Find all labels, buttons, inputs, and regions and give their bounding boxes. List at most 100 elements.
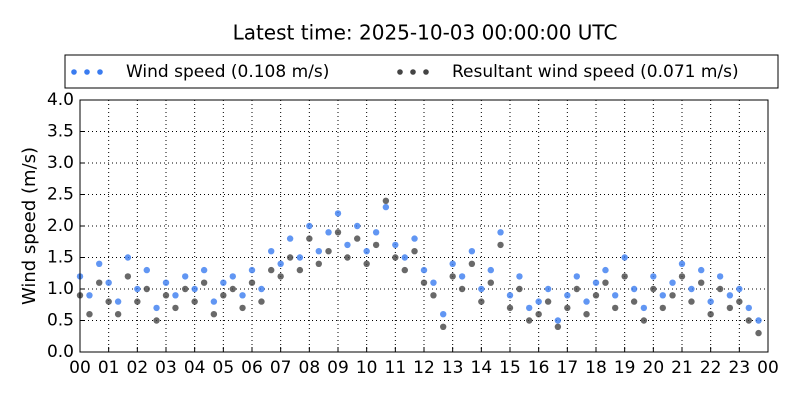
point bbox=[239, 304, 246, 312]
point bbox=[544, 298, 552, 305]
point bbox=[755, 329, 762, 337]
point bbox=[124, 254, 132, 261]
point bbox=[277, 273, 284, 280]
point bbox=[554, 323, 562, 330]
x-tick-label: 18 bbox=[585, 358, 607, 378]
point bbox=[354, 222, 361, 230]
point bbox=[134, 298, 141, 305]
point bbox=[306, 222, 313, 230]
point bbox=[153, 304, 160, 312]
point bbox=[363, 248, 370, 255]
point bbox=[468, 260, 476, 267]
point bbox=[458, 273, 466, 280]
point bbox=[191, 298, 198, 305]
x-tick-label: 07 bbox=[270, 358, 292, 378]
point bbox=[86, 311, 93, 318]
y-tick-label: 1.5 bbox=[47, 248, 74, 268]
point bbox=[172, 292, 179, 299]
point bbox=[592, 279, 600, 286]
point bbox=[726, 304, 734, 312]
point bbox=[143, 266, 150, 274]
point bbox=[334, 210, 342, 217]
legend-marker bbox=[84, 69, 90, 75]
point bbox=[315, 260, 322, 267]
point bbox=[134, 285, 141, 293]
point bbox=[458, 285, 466, 293]
point bbox=[392, 241, 399, 249]
x-tick-label: 02 bbox=[127, 358, 149, 378]
point bbox=[487, 279, 494, 286]
point bbox=[354, 235, 361, 242]
point bbox=[239, 292, 246, 299]
point bbox=[745, 317, 752, 324]
point bbox=[220, 292, 227, 299]
point bbox=[372, 241, 380, 249]
point bbox=[698, 266, 705, 274]
point bbox=[506, 292, 514, 299]
point bbox=[716, 273, 724, 280]
point bbox=[573, 285, 580, 293]
point bbox=[430, 292, 437, 299]
point bbox=[440, 311, 447, 318]
point bbox=[630, 285, 638, 293]
legend-marker bbox=[397, 69, 403, 75]
point bbox=[114, 298, 122, 305]
point bbox=[630, 298, 638, 305]
point bbox=[162, 279, 170, 286]
y-tick-label: 0.5 bbox=[47, 311, 74, 331]
point bbox=[96, 260, 103, 267]
point bbox=[420, 266, 428, 274]
point bbox=[650, 273, 657, 280]
point bbox=[172, 304, 179, 312]
point bbox=[602, 279, 609, 286]
point bbox=[544, 285, 552, 293]
point bbox=[516, 273, 523, 280]
point bbox=[153, 317, 160, 324]
point bbox=[286, 235, 294, 242]
x-tick-label: 14 bbox=[471, 358, 493, 378]
point bbox=[678, 260, 686, 267]
point bbox=[306, 235, 313, 242]
point bbox=[182, 273, 189, 280]
point bbox=[468, 248, 476, 255]
point bbox=[105, 298, 112, 305]
x-tick-label: 13 bbox=[442, 358, 464, 378]
x-tick-label: 01 bbox=[98, 358, 120, 378]
point bbox=[258, 298, 265, 305]
y-tick-label: 0.0 bbox=[47, 342, 74, 362]
point bbox=[440, 323, 447, 330]
point bbox=[583, 298, 590, 305]
point bbox=[286, 254, 294, 261]
point bbox=[478, 285, 485, 293]
legend-marker bbox=[71, 69, 77, 75]
point bbox=[573, 273, 580, 280]
point bbox=[583, 311, 590, 318]
point bbox=[745, 304, 752, 312]
legend-label: Resultant wind speed (0.071 m/s) bbox=[452, 62, 739, 82]
point bbox=[698, 279, 705, 286]
x-tick-label: 03 bbox=[155, 358, 177, 378]
point bbox=[268, 248, 275, 255]
point bbox=[602, 266, 609, 274]
point bbox=[526, 317, 533, 324]
point bbox=[755, 317, 762, 324]
point bbox=[650, 285, 657, 293]
point bbox=[210, 311, 218, 318]
point bbox=[401, 254, 408, 261]
x-tick-label: 10 bbox=[356, 358, 378, 378]
plot-frame bbox=[79, 99, 769, 353]
y-tick-label: 3.0 bbox=[47, 153, 74, 173]
point bbox=[516, 285, 523, 293]
x-tick-label: 06 bbox=[241, 358, 263, 378]
x-tick-label: 22 bbox=[700, 358, 722, 378]
point bbox=[382, 203, 390, 211]
x-tick-label: 15 bbox=[499, 358, 521, 378]
point bbox=[344, 241, 351, 249]
legend-marker bbox=[410, 69, 416, 75]
point bbox=[592, 292, 600, 299]
x-tick-label: 16 bbox=[528, 358, 550, 378]
x-tick-label: 04 bbox=[184, 358, 206, 378]
point bbox=[210, 298, 218, 305]
point bbox=[716, 285, 724, 293]
legend-marker bbox=[97, 69, 103, 75]
